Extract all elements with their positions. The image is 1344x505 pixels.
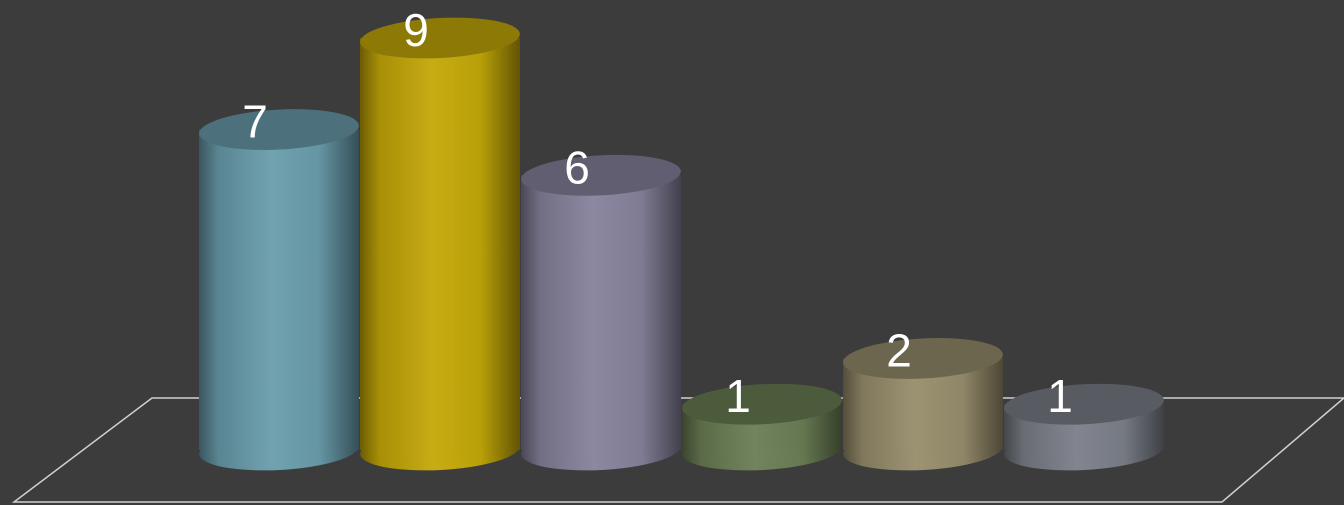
data-label: 6 [564, 141, 590, 193]
cylinder-top [1004, 383, 1164, 425]
cylinder-bar-6 [1004, 383, 1164, 471]
data-label: 9 [403, 4, 429, 56]
cylinder-top [360, 17, 520, 59]
cylinder-bar-1 [199, 109, 359, 471]
data-label: 2 [886, 324, 912, 376]
cylinder-top [199, 109, 359, 150]
cylinder-body [521, 175, 681, 451]
data-label: 7 [242, 96, 268, 148]
cylinder-body [360, 38, 520, 450]
cylinder-bar-3 [521, 154, 681, 471]
data-label: 1 [1047, 370, 1073, 422]
cylinder-top [682, 383, 842, 425]
data-label: 1 [725, 370, 751, 422]
cylinder-top [843, 338, 1003, 379]
cylinder-bar-4 [682, 383, 842, 471]
cylinder-body [199, 129, 359, 451]
cylinder-top [521, 154, 681, 196]
bar-series: 7 9 6 1 2 1 [199, 4, 1164, 471]
cylinder-bar-2 [360, 17, 520, 471]
cylinder-bar-5 [843, 338, 1003, 471]
